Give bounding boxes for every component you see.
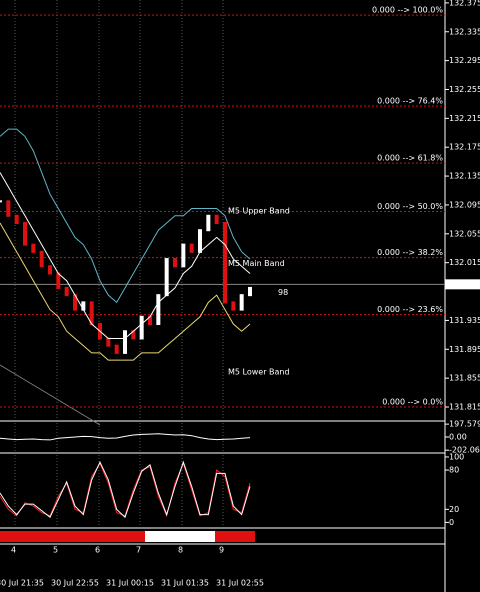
- x-tick-label: 30 Jul 22:55: [51, 579, 99, 588]
- current-price-box: [445, 279, 480, 290]
- candle: [106, 337, 111, 347]
- y-tick-label: 197.579: [449, 420, 480, 429]
- bar-label: 6: [95, 546, 100, 555]
- fib-label: 0.000 --> 38.2%: [377, 248, 443, 257]
- y-tick-label: 80: [449, 466, 459, 475]
- bar-label: 7: [136, 546, 141, 555]
- y-tick-label: 132.335: [449, 27, 480, 36]
- fib-label: 0.000 --> 100.0%: [372, 6, 443, 15]
- signal-bar: [0, 531, 255, 542]
- series-line: [0, 172, 251, 339]
- y-tick-label: 131.815: [449, 403, 480, 412]
- y-tick-label: 132.055: [449, 229, 480, 238]
- x-tick-label: 31 Jul 00:15: [106, 579, 154, 588]
- candle: [39, 250, 44, 268]
- y-tick-label: 0.00: [449, 433, 467, 442]
- candle: [181, 243, 186, 268]
- y-tick-label: 132.375: [449, 0, 480, 7]
- fib-label: 0.000 --> 61.8%: [377, 154, 443, 163]
- y-tick-label: 0: [449, 518, 454, 527]
- y-tick-label: 132.095: [449, 200, 480, 209]
- bar-label: 8: [178, 546, 183, 555]
- candle: [6, 200, 11, 217]
- series-line: [0, 460, 251, 519]
- y-tick-label: 131.935: [449, 316, 480, 325]
- y-tick-label: 20: [449, 505, 459, 514]
- series-line: [0, 128, 251, 304]
- band-label: M5 Main Band: [228, 259, 285, 268]
- candle: [239, 294, 244, 311]
- y-tick-label: 131.895: [449, 345, 480, 354]
- candle: [48, 265, 52, 275]
- candle: [198, 229, 202, 253]
- y-tick-label: 132.015: [449, 258, 480, 267]
- candle: [214, 214, 219, 224]
- candle: [73, 294, 77, 311]
- y-tick-label: 131.855: [449, 374, 480, 383]
- candle: [131, 330, 136, 340]
- x-tick-label: 31 Jul 01:35: [161, 579, 209, 588]
- candle: [148, 315, 152, 326]
- y-tick-label: -202.061: [449, 446, 480, 455]
- candle: [223, 221, 227, 304]
- y-tick-label: 132.175: [449, 143, 480, 152]
- bar-label: 9: [219, 546, 224, 555]
- candle: [89, 301, 94, 326]
- candle: [56, 272, 61, 289]
- x-tick-label: 31 Jul 02:55: [216, 579, 264, 588]
- bar-label: 4: [11, 546, 16, 555]
- y-tick-label: 132.215: [449, 114, 480, 123]
- candle: [189, 243, 194, 253]
- candle: [0, 200, 2, 203]
- annotation: 98: [278, 288, 288, 297]
- x-tick-label: 30 Jul 21:35: [0, 579, 44, 588]
- band-label: M5 Upper Band: [228, 207, 290, 216]
- candle: [173, 258, 177, 268]
- fib-label: 0.000 --> 0.0%: [382, 398, 443, 407]
- fib-label: 0.000 --> 76.4%: [377, 97, 443, 106]
- candle: [156, 294, 161, 326]
- candle: [23, 221, 27, 246]
- candle: [164, 258, 169, 297]
- candle: [206, 214, 211, 232]
- y-tick-label: 132.255: [449, 85, 480, 94]
- candle: [248, 286, 252, 297]
- signal-block: [145, 531, 215, 542]
- current-price-label: 131.985: [449, 280, 480, 289]
- signal-block: [0, 531, 145, 542]
- bar-label: 5: [53, 546, 58, 555]
- candle: [231, 301, 236, 311]
- candle: [14, 214, 19, 224]
- fib-label: 0.000 --> 23.6%: [377, 305, 443, 314]
- band-label: M5 Lower Band: [228, 368, 290, 377]
- candle: [123, 330, 127, 354]
- trend-line: [0, 364, 101, 426]
- candle: [114, 344, 119, 354]
- series-line: [0, 433, 251, 441]
- fib-label: 0.000 --> 50.0%: [377, 202, 443, 211]
- series-line: [0, 222, 251, 361]
- signal-block: [215, 531, 255, 542]
- candle: [31, 243, 36, 253]
- y-tick-label: 132.295: [449, 56, 480, 65]
- y-tick-label: 100: [449, 452, 464, 461]
- candle: [81, 301, 86, 311]
- candle: [64, 286, 69, 297]
- y-tick-label: 132.135: [449, 172, 480, 181]
- candle: [139, 315, 144, 340]
